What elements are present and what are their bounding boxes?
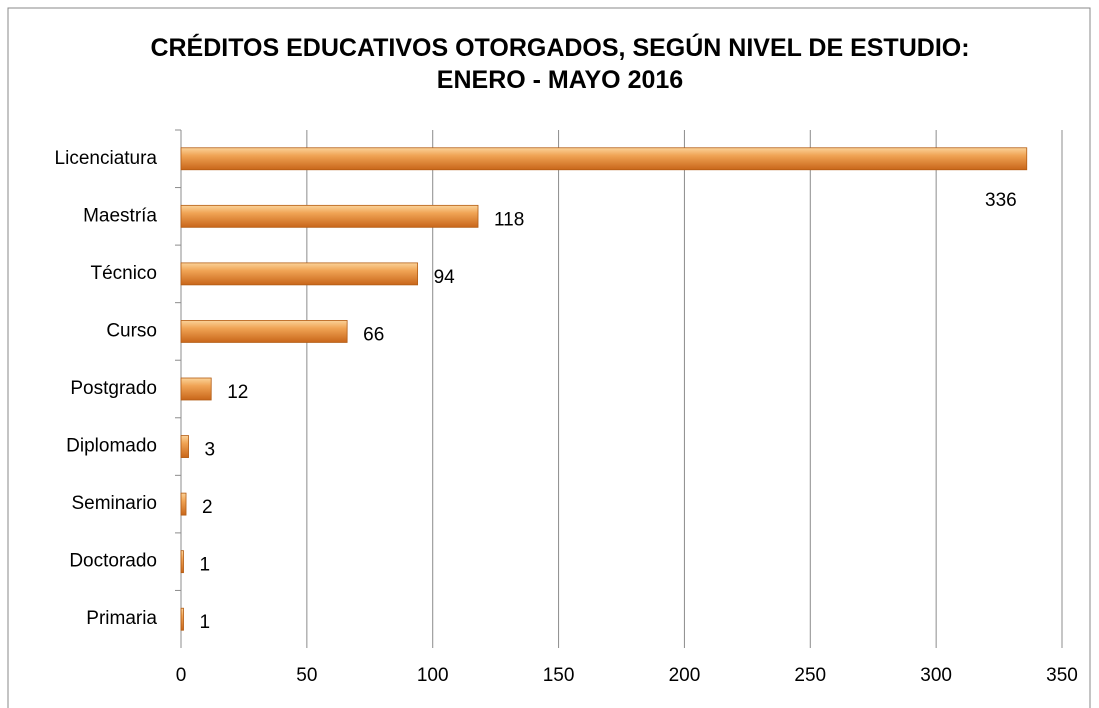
x-tick-label: 0 [176, 665, 187, 686]
y-tick-label: Seminario [71, 493, 157, 514]
y-tick-label: Diplomado [66, 436, 157, 457]
chart-title: CRÉDITOS EDUCATIVOS OTORGADOS, SEGÚN NIV… [150, 34, 970, 94]
y-tick-label: Primaria [86, 608, 157, 629]
bar [180, 204, 479, 228]
bar [180, 435, 189, 458]
data-label: 2 [202, 497, 213, 518]
chart-border [7, 7, 1091, 708]
bar [180, 492, 187, 516]
y-tick-label: Maestría [83, 205, 157, 226]
data-label: 336 [985, 190, 1017, 211]
data-label: 66 [363, 324, 384, 345]
bar [180, 607, 184, 631]
bar [180, 262, 419, 286]
y-tick-label: Técnico [90, 263, 157, 284]
x-tick-label: 100 [417, 665, 449, 686]
y-tick-label: Doctorado [69, 551, 157, 572]
bar [180, 550, 184, 574]
bar [180, 377, 212, 401]
x-tick-label: 50 [296, 665, 317, 686]
x-tick-label: 200 [669, 665, 701, 686]
y-tick-label: Postgrado [70, 378, 157, 399]
x-tick-label: 300 [920, 665, 952, 686]
y-tick-label: Curso [106, 320, 157, 341]
data-label: 1 [200, 612, 211, 633]
x-tick-label: 250 [794, 665, 826, 686]
data-label: 3 [205, 440, 216, 461]
x-tick-label: 350 [1046, 665, 1078, 686]
data-label: 94 [434, 267, 456, 288]
y-tick-label: Licenciatura [55, 148, 158, 169]
x-tick-label: 150 [543, 665, 575, 686]
bar [180, 147, 1028, 171]
data-label: 12 [227, 382, 248, 403]
data-label: 1 [200, 555, 211, 576]
bar [180, 320, 348, 343]
data-label: 118 [494, 209, 524, 230]
